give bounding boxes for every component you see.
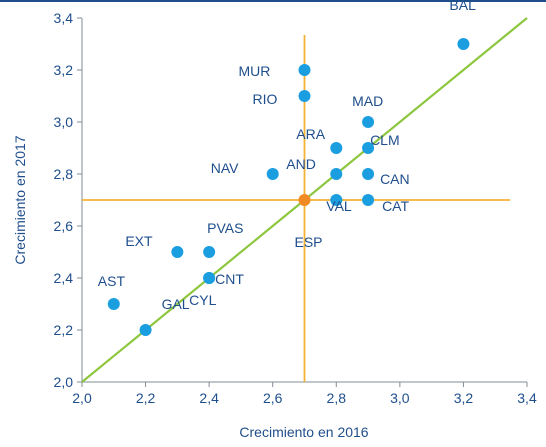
point-labels: BAL MUR RIO MAD ARA CLM NAV AND CAN ESP VAL CAT EXT P… — [98, 0, 476, 312]
data-point-rio — [298, 90, 311, 102]
x-tick-label: 3,2 — [454, 390, 474, 406]
data-point-pvas — [203, 246, 216, 258]
y-tick-label: 3,2 — [54, 62, 74, 78]
point-label-val: VAL — [326, 198, 352, 214]
data-point-val — [330, 194, 343, 206]
data-point-cyl — [203, 272, 216, 284]
data-point-nav — [266, 168, 279, 180]
x-axis-title: Crecimiento en 2016 — [239, 424, 368, 440]
x-tick-label: 3,0 — [390, 390, 410, 406]
point-label-mur: MUR — [239, 63, 271, 79]
y-tick-label: 2,2 — [54, 322, 74, 338]
point-label-pvas: PVAS — [207, 220, 243, 236]
point-label-nav: NAV — [211, 160, 239, 176]
data-point-cat — [362, 194, 375, 206]
data-point-gal — [139, 324, 152, 336]
data-point-mur — [298, 64, 311, 76]
point-label-can: CAN — [380, 171, 410, 187]
data-point-mad — [362, 116, 375, 128]
point-label-rio: RIO — [253, 91, 278, 107]
y-axis-title: Crecimiento en 2017 — [12, 135, 28, 264]
point-label-bal: BAL — [449, 0, 476, 13]
y-tick-label: 2,8 — [54, 166, 74, 182]
x-tick-label: 2,8 — [327, 390, 347, 406]
point-label-esp: ESP — [295, 234, 323, 250]
x-tick-label: 2,6 — [263, 390, 283, 406]
data-point-ast — [107, 298, 120, 310]
x-tick-label: 2,4 — [199, 390, 219, 406]
data-point-ara — [330, 142, 343, 154]
data-point-clm — [362, 142, 375, 154]
y-tick-label: 3,0 — [54, 114, 74, 130]
x-tick-label: 2,0 — [72, 390, 92, 406]
point-label-ara: ARA — [296, 126, 325, 142]
data-point-and — [330, 168, 343, 180]
point-label-mad: MAD — [352, 93, 383, 109]
axes: 2,0 2,2 2,4 2,6 2,8 3,0 3,2 3,4 2,0 2,2 2,4 2,6 2,8 3… — [54, 10, 537, 406]
x-tick-label: 3,4 — [517, 390, 537, 406]
y-tick-label: 2,6 — [54, 218, 74, 234]
y-tick-label: 2,4 — [54, 270, 74, 286]
x-tick-label: 2,2 — [136, 390, 156, 406]
data-point-esp — [298, 194, 311, 206]
point-label-ast: AST — [98, 273, 126, 289]
point-label-cat: CAT — [382, 198, 409, 214]
point-label-and: AND — [286, 156, 316, 172]
point-label-clm: CLM — [370, 132, 400, 148]
point-label-cyl: CYL — [189, 292, 216, 308]
data-point-bal — [457, 38, 470, 50]
data-points — [107, 38, 470, 336]
point-label-gal: GAL — [162, 296, 190, 312]
data-point-can — [362, 168, 375, 180]
data-point-ext — [171, 246, 184, 258]
y-tick-label: 3,4 — [54, 10, 74, 26]
y-tick-label: 2,0 — [54, 374, 74, 390]
point-label-cnt: CNT — [215, 271, 244, 287]
point-label-ext: EXT — [125, 233, 153, 249]
